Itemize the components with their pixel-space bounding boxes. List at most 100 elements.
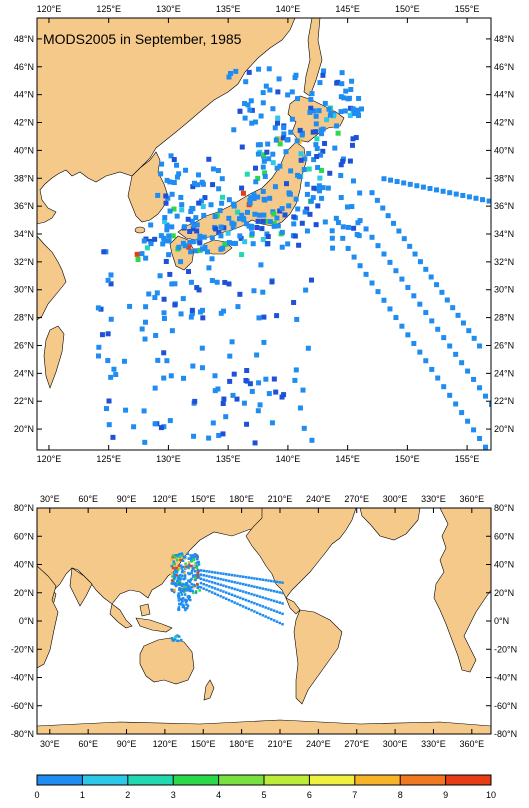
observation-cell xyxy=(139,251,145,257)
observation-cell xyxy=(168,153,174,159)
observation-cell xyxy=(275,580,279,584)
observation-cell xyxy=(357,263,363,269)
observation-cell xyxy=(244,598,248,602)
observation-cell xyxy=(275,115,281,121)
observation-cell xyxy=(199,573,203,576)
observation-cell xyxy=(316,183,322,189)
observation-cell xyxy=(219,583,222,587)
observation-cell xyxy=(344,204,350,210)
lat-tick-label-right: 40°N xyxy=(494,145,514,155)
observation-cell xyxy=(177,564,181,567)
observation-cell xyxy=(142,439,148,445)
observation-cell xyxy=(210,166,216,172)
observation-cell xyxy=(98,306,104,312)
observation-cell xyxy=(275,600,279,604)
observation-cell xyxy=(174,213,180,219)
observation-cell xyxy=(294,316,300,322)
observation-cell xyxy=(171,157,177,163)
observation-cell xyxy=(308,198,314,204)
observation-cell xyxy=(205,588,208,592)
observation-cell xyxy=(332,145,338,151)
observation-cell xyxy=(387,306,393,312)
observation-cell xyxy=(283,149,289,155)
observation-cell xyxy=(166,252,172,258)
observation-cell xyxy=(256,380,262,386)
observation-cell xyxy=(182,587,186,591)
colorbar-swatch xyxy=(37,775,83,785)
observation-cell xyxy=(258,612,262,616)
observation-cell xyxy=(401,180,407,186)
observation-cell xyxy=(278,611,281,615)
observation-cell xyxy=(216,571,220,575)
observation-cell xyxy=(196,568,200,572)
observation-cell xyxy=(266,156,272,162)
observation-cell xyxy=(205,569,208,573)
observation-cell xyxy=(188,314,194,320)
observation-cell xyxy=(245,102,251,108)
observation-cell xyxy=(222,578,225,581)
observation-cell xyxy=(185,599,189,602)
observation-cell xyxy=(363,226,369,232)
lat-tick-label-left: -20°N xyxy=(11,644,34,654)
observation-cell xyxy=(243,377,249,383)
observation-cell xyxy=(171,575,174,578)
observation-cell xyxy=(178,588,181,592)
observation-cell xyxy=(304,228,310,234)
observation-cell xyxy=(275,620,279,623)
observation-cell xyxy=(248,98,254,104)
observation-cell xyxy=(205,574,208,578)
observation-cell xyxy=(388,177,394,183)
colorbar-label: 7 xyxy=(352,790,357,800)
lat-tick-label-left: 26°N xyxy=(14,340,34,350)
observation-cell xyxy=(174,162,180,168)
observation-cell xyxy=(170,233,176,239)
observation-cell xyxy=(272,609,276,612)
observation-cell xyxy=(157,273,163,279)
observation-cell xyxy=(158,171,164,177)
observation-cell xyxy=(265,141,271,147)
observation-cell xyxy=(216,229,222,235)
southeast-asia xyxy=(109,603,173,633)
observation-cell xyxy=(282,212,288,218)
observation-cell xyxy=(249,120,255,126)
observation-cell xyxy=(195,564,199,568)
observation-cell xyxy=(322,219,328,225)
observation-cell xyxy=(189,218,195,224)
lat-tick-label-left: 28°N xyxy=(14,313,34,323)
observation-cell xyxy=(465,368,471,374)
observation-cell xyxy=(242,115,248,121)
observation-cell xyxy=(466,328,472,334)
observation-cell xyxy=(338,109,344,115)
observation-cell xyxy=(239,596,242,600)
observation-cell xyxy=(188,249,194,255)
observation-cell xyxy=(308,277,314,283)
observation-cell xyxy=(173,588,176,592)
observation-cell xyxy=(247,592,251,595)
observation-cell xyxy=(269,279,275,285)
observation-cell xyxy=(192,180,198,186)
observation-cell xyxy=(199,345,205,351)
observation-cell xyxy=(381,251,387,257)
observation-cell xyxy=(186,269,192,275)
observation-cell xyxy=(134,251,140,257)
observation-cell xyxy=(177,566,181,570)
observation-cell xyxy=(300,387,306,393)
observation-cell xyxy=(197,309,203,315)
observation-cell xyxy=(274,120,280,126)
observation-cell xyxy=(247,107,253,113)
observation-cell xyxy=(167,179,173,185)
lon-tick-label-bottom: 150°E xyxy=(395,454,420,464)
colorbar-label: 0 xyxy=(34,790,39,800)
observation-cell xyxy=(423,358,429,364)
observation-cell xyxy=(296,242,302,248)
lat-tick-label-left: 0°N xyxy=(19,616,34,626)
observation-cell xyxy=(264,615,267,618)
observation-cell xyxy=(178,552,181,556)
observation-cell xyxy=(239,589,242,592)
lon-tick-label-top: 240°E xyxy=(306,494,331,504)
observation-cell xyxy=(320,72,326,78)
observation-cell xyxy=(357,218,363,224)
observation-cell xyxy=(173,572,176,576)
observation-cell xyxy=(465,418,471,424)
observation-cell xyxy=(229,339,235,345)
